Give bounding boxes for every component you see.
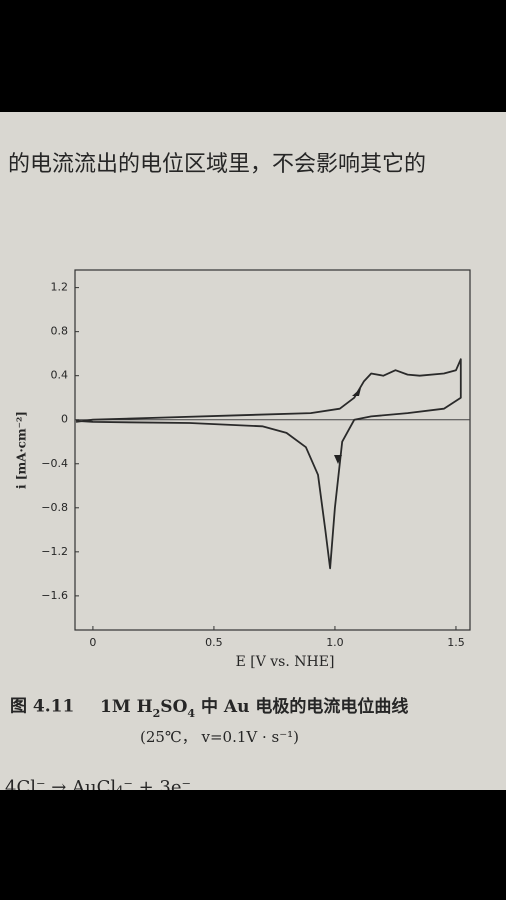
top-text: 的电流流出的电位区域里，不会影响其它的 <box>8 152 426 177</box>
photo: 的电流流出的电位区域里，不会影响其它的 i [mA·cm⁻²] E [V vs.… <box>0 112 506 798</box>
y-axis-label: i [mA·cm⁻²] <box>15 411 29 489</box>
arrow <box>334 455 342 464</box>
x-tick-label: 0 <box>89 636 96 649</box>
y-tick-label: 0.4 <box>51 369 69 382</box>
cv-curve <box>75 358 462 570</box>
y-tick-label: −1.2 <box>41 545 68 558</box>
paper <box>0 112 506 790</box>
caption-conditions: (25℃， v=0.1V · s⁻¹) <box>140 728 299 746</box>
arrow <box>352 388 361 396</box>
y-tick-label: −0.4 <box>41 457 68 470</box>
plot: 1.2 0.8 0.4 0 −0.4 −0.8 −1.2 −1.6 0 0.5 1.0 1.5 <box>41 281 470 649</box>
caption-part: 1M H <box>100 697 153 717</box>
plot-frame <box>74 269 471 631</box>
x-tick-label: 1.5 <box>447 636 465 649</box>
y-tick-label: 1.2 <box>51 281 69 294</box>
subscript: 2 <box>153 707 161 720</box>
y-tick-label: −0.8 <box>41 501 68 514</box>
x-tick-label: 1.0 <box>326 636 344 649</box>
y-tick-label: 0.8 <box>51 325 69 338</box>
subscript: 4 <box>187 707 195 720</box>
x-axis-label: E [V vs. NHE] <box>236 654 335 670</box>
y-tick-label: −1.6 <box>41 589 68 602</box>
x-tick-label: 0.5 <box>205 636 223 649</box>
caption-part: SO <box>160 697 187 717</box>
caption-label: 图 4.11 <box>10 697 74 717</box>
caption-part: 中 Au 电极的电流电位曲线 <box>195 696 408 717</box>
bottom-text: 4Cl⁻ → AuCl₄⁻ + 3e⁻ <box>5 777 191 798</box>
y-tick-label: 0 <box>61 413 68 426</box>
caption-title: 1M H2SO4 中 Au 电极的电流电位曲线 <box>100 696 408 720</box>
